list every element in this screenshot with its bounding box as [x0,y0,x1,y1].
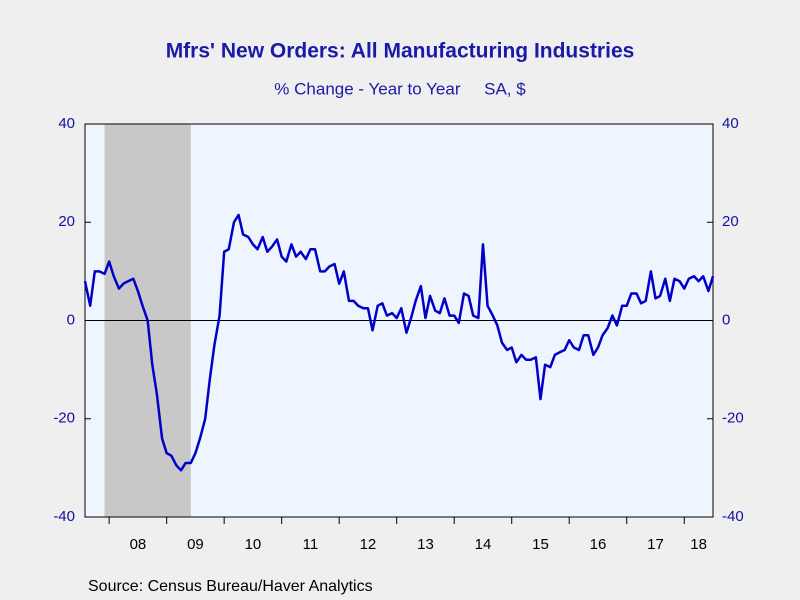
y2-tick-label: 20 [722,213,739,230]
source-note: Source: Census Bureau/Haver Analytics [88,578,373,595]
chart-title: Mfrs' New Orders: All Manufacturing Indu… [166,40,635,63]
x-tick-label: 15 [532,536,549,553]
y2-tick-label: 0 [722,311,730,328]
x-tick-label: 09 [187,536,204,553]
x-tick-label: 18 [690,536,707,553]
x-tick-label: 14 [475,536,492,553]
x-tick-label: 10 [245,536,262,553]
y-tick-label: -40 [53,508,75,525]
x-tick-label: 11 [303,536,319,553]
x-tick-label: 13 [417,536,434,553]
chart-subtitle: % Change - Year to Year SA, $ [274,79,526,98]
y-tick-label: 20 [58,213,75,230]
y2-tick-label: -40 [722,508,744,525]
y-tick-label: -20 [53,410,75,427]
y2-tick-label: -20 [722,410,744,427]
x-tick-label: 12 [360,536,377,553]
x-tick-label: 08 [130,536,147,553]
series-line [83,213,715,472]
x-tick-label: 17 [647,536,664,553]
x-tick-label: 16 [590,536,607,553]
y-tick-label: 0 [67,311,75,328]
y2-tick-label: 40 [722,115,739,132]
y-tick-label: 40 [58,115,75,132]
